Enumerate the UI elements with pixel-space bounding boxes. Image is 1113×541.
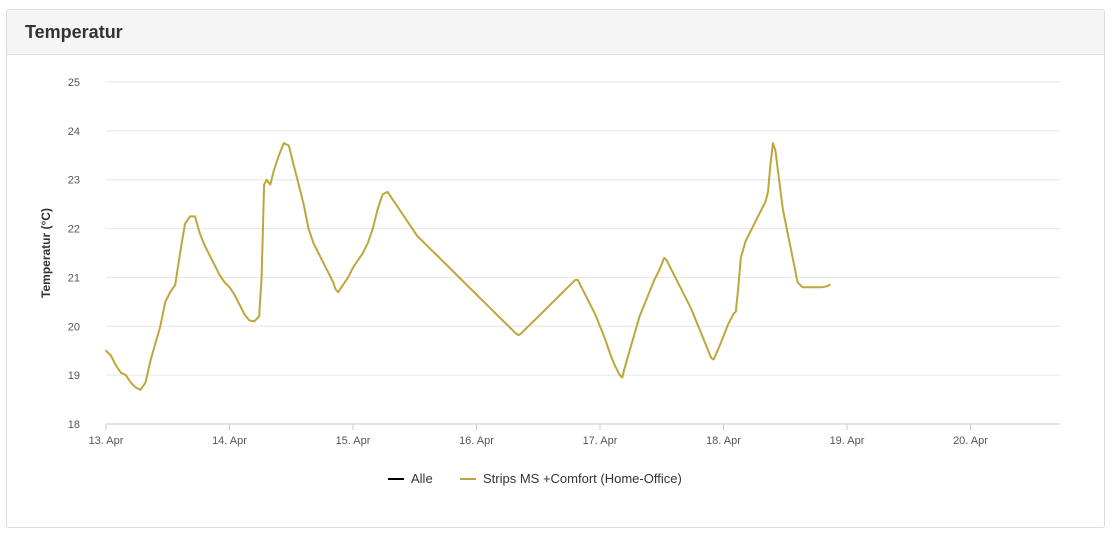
series-line-1 [105, 142, 831, 391]
legend-label: Alle [411, 471, 433, 486]
legend-item-1[interactable]: Strips MS +Comfort (Home-Office) [460, 471, 682, 486]
temperature-panel: Temperatur [6, 9, 1105, 528]
x-tick-label: 16. Apr [459, 435, 494, 447]
y-tick-label: 25 [68, 77, 80, 89]
series-layer [105, 142, 831, 391]
y-tick-label: 20 [68, 321, 80, 333]
x-tick-label: 14. Apr [212, 435, 247, 447]
x-tick-label: 20. Apr [953, 435, 988, 447]
y-tick-label: 22 [68, 224, 80, 236]
y-tick-label: 24 [68, 126, 80, 138]
legend-item-0[interactable]: Alle [388, 471, 433, 486]
y-tick-label: 21 [68, 272, 80, 284]
panel-title: Temperatur [25, 21, 123, 42]
y-tick-label: 23 [68, 175, 80, 187]
x-tick-label: 15. Apr [336, 435, 371, 447]
x-axis: 13. Apr 14. Apr 15. Apr 16. Apr 17. Apr 18. A… [89, 423, 1060, 447]
x-tick-label: 18. Apr [706, 435, 741, 447]
x-tick-label: 19. Apr [830, 435, 865, 447]
y-tick-label: 19 [68, 370, 80, 382]
panel-header: Temperatur [7, 10, 1104, 55]
y-axis-ticks: 18 19 20 21 22 23 24 25 [68, 77, 80, 431]
grid-lines [106, 81, 1060, 425]
y-axis-title: Temperatur (°C) [39, 208, 53, 298]
legend[interactable]: Alle Strips MS +Comfort (Home-Office) [388, 471, 682, 486]
x-tick-label: 13. Apr [89, 435, 124, 447]
x-tick-label: 17. Apr [583, 435, 618, 447]
legend-label: Strips MS +Comfort (Home-Office) [483, 471, 682, 486]
y-tick-label: 18 [68, 419, 80, 431]
